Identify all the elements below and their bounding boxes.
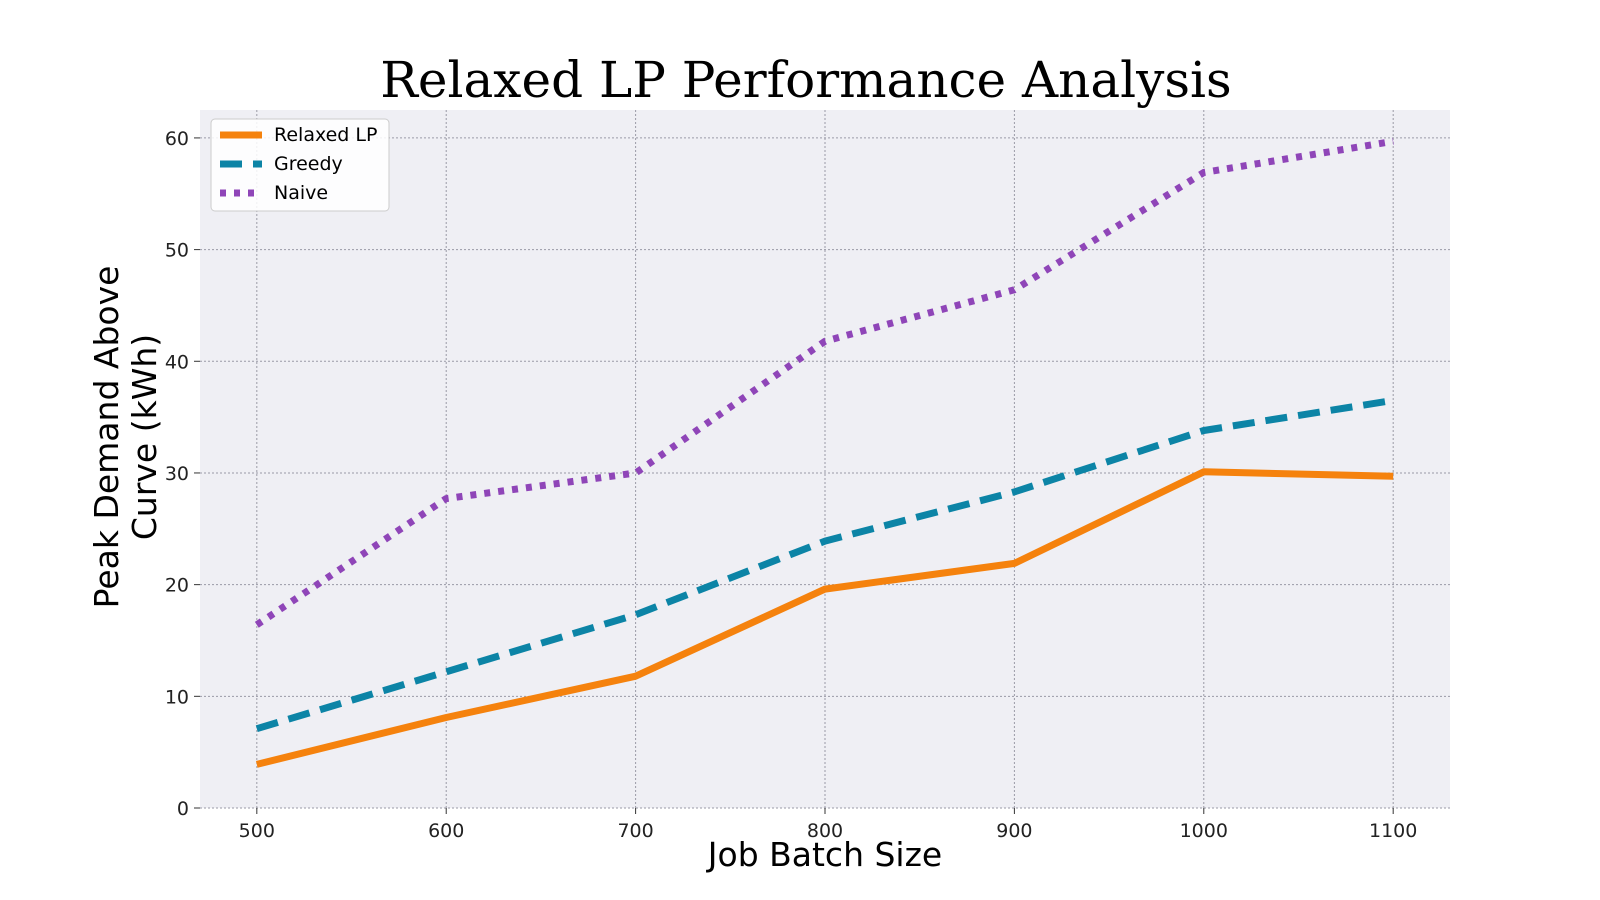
x-tick-label: 500 (239, 820, 275, 842)
x-tick-label: 800 (807, 820, 843, 842)
series-line-greedy (255, 396, 1394, 733)
legend-label-greedy: Greedy (274, 153, 343, 175)
chart-title: Relaxed LP Performance Analysis (380, 51, 1231, 109)
y-tick-label: 0 (177, 798, 189, 820)
y-axis-label-line2: Curve (kWh) (125, 334, 164, 540)
legend-box (210, 118, 390, 212)
legend-label-relaxed-lp: Relaxed LP (274, 124, 377, 146)
y-tick-label: 30 (165, 463, 189, 485)
axis-ticks: 500 600 700 800 900 1000 1100 0 10 20 30 40 50 60 (165, 128, 1418, 842)
x-tick-label: 1100 (1369, 820, 1417, 842)
x-tick-label: 900 (996, 820, 1032, 842)
y-tick-label: 50 (165, 240, 189, 262)
legend-label-naive: Naive (274, 182, 328, 204)
legend: Relaxed LP Greedy Naive (210, 118, 390, 212)
y-tick-label: 60 (165, 128, 189, 150)
y-tick-label: 40 (165, 351, 189, 373)
x-tick-label: 1000 (1180, 820, 1228, 842)
series-lines (254, 137, 1394, 768)
y-axis-label: Peak Demand Above Curve (kWh) (87, 266, 164, 609)
x-tick-label: 600 (428, 820, 464, 842)
y-axis-label-line1: Peak Demand Above (87, 266, 126, 609)
y-tick-label: 20 (165, 575, 189, 597)
series-line-relaxed-lp (255, 468, 1394, 768)
y-tick-label: 10 (165, 686, 189, 708)
x-axis-label: Job Batch Size (706, 835, 942, 874)
x-tick-label: 700 (617, 820, 653, 842)
series-line-naive (254, 137, 1394, 628)
